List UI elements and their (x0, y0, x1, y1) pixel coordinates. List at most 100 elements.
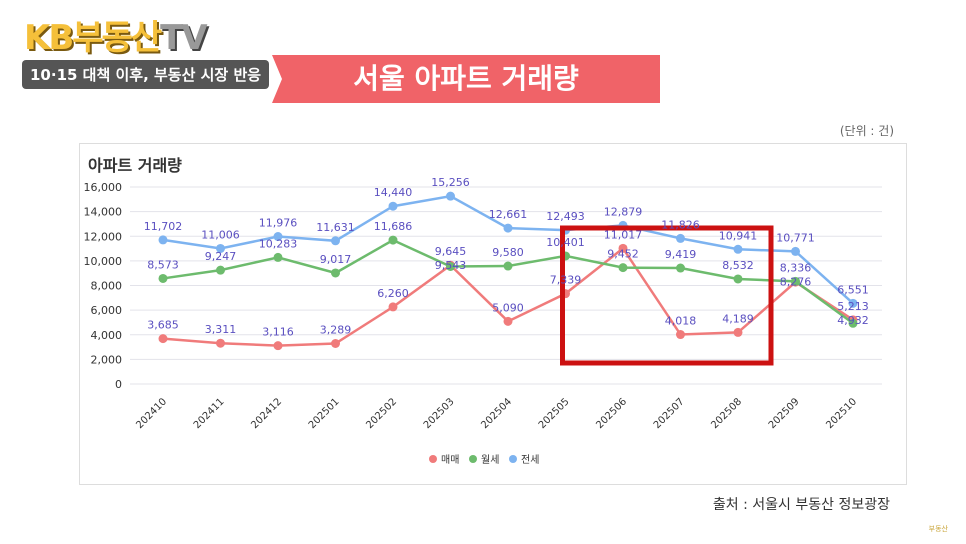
data-label: 8,573 (147, 258, 179, 271)
data-label: 10,283 (259, 237, 298, 250)
x-tick-label: 202410 (134, 396, 169, 431)
x-tick-label: 202503 (422, 396, 457, 431)
data-point (158, 235, 168, 245)
x-tick-label: 202510 (824, 396, 859, 431)
source-label: 출처 : 서울시 부동산 정보광장 (712, 497, 890, 513)
data-point (503, 223, 513, 233)
y-tick-label: 12,000 (84, 230, 123, 243)
data-label: 8,276 (780, 275, 812, 288)
data-point (273, 232, 283, 242)
data-point (446, 191, 455, 201)
x-tick-label: 202505 (537, 396, 572, 431)
data-point (733, 274, 743, 284)
data-point (273, 252, 283, 262)
logo: KB부동산TV (24, 10, 208, 59)
x-tick-label: 202502 (364, 396, 399, 431)
data-label: 14,440 (374, 186, 413, 199)
x-tick-label: 202507 (652, 396, 687, 431)
data-point (388, 302, 398, 312)
data-label: 5,213 (837, 300, 869, 313)
x-tick-label: 202411 (192, 396, 227, 431)
data-label: 9,543 (435, 259, 467, 272)
data-point (216, 265, 225, 275)
y-tick-label: 10,000 (84, 255, 123, 268)
y-tick-label: 16,000 (84, 181, 123, 194)
data-point (676, 330, 685, 340)
legend-marker (469, 455, 477, 463)
data-point (733, 327, 743, 337)
y-tick-label: 4,000 (91, 329, 123, 342)
x-tick-label: 202509 (767, 396, 802, 431)
data-point (848, 318, 858, 328)
x-tick-label: 202504 (479, 396, 514, 431)
data-label: 3,311 (205, 323, 237, 336)
data-point (216, 243, 225, 253)
data-point (733, 244, 743, 254)
data-point (676, 263, 685, 273)
data-label: 9,247 (205, 250, 237, 263)
data-point (273, 341, 283, 351)
data-point (791, 276, 800, 286)
legend-marker (509, 455, 517, 463)
data-label: 9,645 (435, 245, 467, 258)
data-point (331, 339, 340, 349)
legend-label: 매매 (441, 454, 459, 466)
data-label: 10,401 (546, 236, 585, 249)
banner-title: 서울 아파트 거래량 (272, 55, 660, 103)
data-label: 9,419 (665, 248, 697, 261)
x-tick-label: 202412 (249, 396, 284, 431)
data-label: 3,289 (320, 324, 352, 337)
data-point (503, 261, 513, 271)
data-point (446, 262, 455, 272)
data-label: 9,452 (607, 248, 639, 261)
data-label: 11,017 (604, 228, 643, 241)
data-point (388, 235, 398, 245)
y-tick-label: 2,000 (91, 353, 123, 366)
watermark: 부동산 (928, 525, 948, 533)
y-tick-label: 0 (115, 378, 122, 391)
data-label: 12,493 (546, 210, 585, 223)
data-point (848, 298, 858, 308)
data-point (618, 243, 628, 253)
data-label: 4,018 (665, 315, 697, 328)
data-label: 9,017 (320, 253, 352, 266)
logo-text: KB부동산 (24, 18, 162, 58)
data-label: 4,932 (837, 314, 869, 327)
legend-label: 전세 (521, 454, 539, 466)
legend-label: 월세 (481, 454, 499, 466)
data-label: 11,702 (144, 220, 183, 233)
data-label: 6,551 (837, 283, 869, 296)
data-label: 8,336 (780, 261, 812, 274)
data-label: 11,631 (316, 221, 355, 234)
data-point (216, 338, 225, 348)
y-tick-label: 14,000 (84, 206, 123, 219)
data-point (791, 246, 800, 256)
data-point (158, 334, 168, 344)
y-tick-label: 8,000 (91, 280, 123, 293)
logo-tv: TV (160, 18, 207, 58)
y-tick-label: 6,000 (91, 304, 123, 317)
data-label: 8,532 (722, 259, 754, 272)
data-label: 10,941 (719, 229, 758, 242)
highlight-box (560, 225, 774, 366)
chart-panel (79, 143, 907, 485)
data-point (158, 273, 168, 283)
data-point (503, 316, 513, 326)
data-label: 5,090 (492, 301, 524, 314)
legend-marker (429, 455, 437, 463)
data-point (676, 233, 685, 243)
x-tick-label: 202501 (307, 396, 342, 431)
chart-title: 아파트 거래량 (88, 156, 182, 175)
data-label: 11,006 (201, 228, 240, 241)
unit-label: (단위 : 건) (839, 124, 894, 138)
data-point (618, 263, 628, 273)
data-label: 11,686 (374, 220, 413, 233)
x-tick-label: 202506 (594, 396, 629, 431)
subtitle: 10·15 대책 이후, 부동산 시장 반응 (22, 60, 270, 89)
data-label: 3,116 (262, 326, 294, 339)
data-label: 11,976 (259, 217, 298, 230)
data-label: 12,661 (489, 208, 528, 221)
data-label: 12,879 (604, 205, 643, 218)
data-point (331, 236, 340, 246)
